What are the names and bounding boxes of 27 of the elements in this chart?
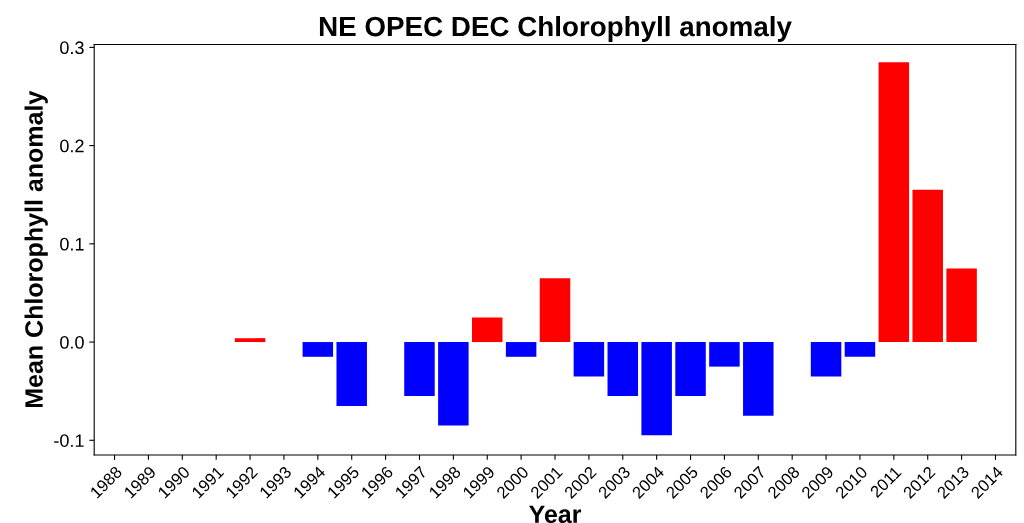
bar <box>946 268 977 343</box>
y-tick-label: 0.3 <box>60 41 84 55</box>
bar <box>472 317 503 343</box>
bar <box>404 342 435 397</box>
y-tick-label: -0.1 <box>54 434 84 447</box>
y-tick-label: 0.0 <box>60 335 84 349</box>
bar <box>438 342 469 426</box>
bar <box>844 342 876 357</box>
bar <box>505 342 537 357</box>
bar <box>810 342 842 377</box>
x-axis-title: Year <box>529 505 582 523</box>
bar <box>709 342 740 367</box>
bar <box>743 342 774 416</box>
bar <box>607 342 639 397</box>
y-axis-title: Mean Chlorophyll anomaly <box>24 90 48 408</box>
y-tick-label: 0.1 <box>60 237 84 251</box>
bar <box>675 342 706 397</box>
bar <box>878 62 910 343</box>
bar <box>539 278 571 343</box>
bar <box>641 342 672 436</box>
bar <box>912 189 943 343</box>
bar <box>302 342 334 357</box>
bar <box>573 342 605 377</box>
bar <box>234 338 266 343</box>
y-tick-label: 0.2 <box>60 139 84 153</box>
bar <box>336 342 367 406</box>
chart-title: NE OPEC DEC Chlorophyll anomaly <box>319 15 792 42</box>
